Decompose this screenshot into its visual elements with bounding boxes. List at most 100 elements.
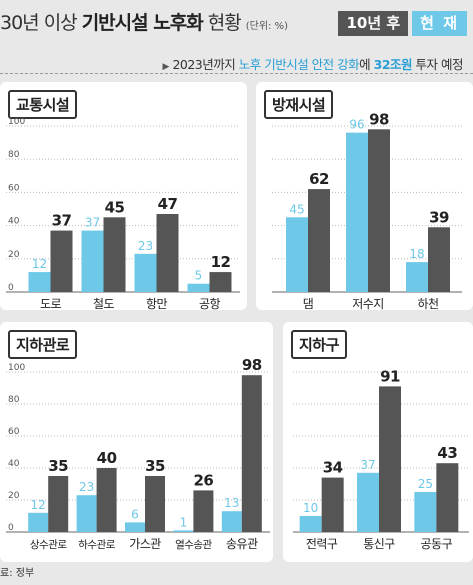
data-label-now: 23 bbox=[79, 480, 94, 494]
data-label-after: 34 bbox=[323, 459, 343, 477]
data-label-after: 43 bbox=[437, 444, 457, 462]
data-label-now: 12 bbox=[32, 257, 47, 271]
data-label-now: 5 bbox=[195, 269, 203, 283]
unit-label: (단위: %) bbox=[245, 21, 288, 32]
bar-now bbox=[76, 495, 97, 532]
bar-now bbox=[406, 262, 428, 292]
data-label-now: 37 bbox=[85, 216, 100, 230]
bar-now bbox=[346, 132, 368, 292]
data-label-now: 23 bbox=[138, 239, 153, 253]
title-part-b: 기반시설 노후화 bbox=[81, 12, 204, 34]
data-label-after: 45 bbox=[105, 198, 125, 216]
y-tick-label: 80 bbox=[8, 150, 20, 160]
category-label: 공동구 bbox=[421, 537, 453, 551]
bar-now bbox=[125, 522, 145, 532]
y-tick-label: 60 bbox=[8, 427, 20, 437]
data-label-after: 35 bbox=[145, 457, 165, 475]
data-label-now: 10 bbox=[303, 501, 318, 515]
category-label: 상수관로 bbox=[30, 539, 67, 551]
note-post: 투자 예정 bbox=[412, 57, 464, 72]
category-label: 공항 bbox=[199, 297, 221, 311]
data-label-now: 6 bbox=[131, 507, 139, 521]
y-tick-label: 20 bbox=[8, 491, 20, 501]
category-label: 열수송관 bbox=[175, 539, 212, 551]
bar-now bbox=[28, 512, 49, 532]
y-tick-label: 100 bbox=[8, 363, 25, 373]
bar-after bbox=[368, 129, 390, 292]
data-label-now: 13 bbox=[224, 496, 239, 510]
chart-transport: 0 20 40 60 80 100 12 37 도로 37 45 철도 23 47 항만 5 12 공항 bbox=[6, 117, 240, 311]
category-label: 통신구 bbox=[363, 537, 395, 551]
data-label-now: 1 bbox=[180, 515, 188, 529]
data-label-after: 26 bbox=[193, 471, 213, 489]
bar-after bbox=[48, 476, 69, 532]
legend-after: 10년 후 bbox=[338, 11, 409, 36]
title-part-a: 30년 이상 bbox=[0, 12, 82, 34]
note-highlight: 노후 기반시설 안전 강화 bbox=[238, 57, 360, 72]
bar-after bbox=[308, 189, 330, 292]
note-mid: 에 bbox=[359, 57, 374, 72]
bar-after bbox=[96, 468, 117, 532]
data-label-after: 39 bbox=[429, 208, 449, 226]
bar-now bbox=[414, 492, 437, 532]
data-label-now: 25 bbox=[418, 477, 433, 491]
bar-now bbox=[187, 283, 210, 292]
y-tick-label: 0 bbox=[8, 523, 14, 533]
y-tick-label: 40 bbox=[8, 459, 20, 469]
bar-after bbox=[428, 227, 450, 292]
bar-after bbox=[209, 272, 232, 292]
bar-now bbox=[134, 253, 157, 292]
bar-after bbox=[321, 477, 344, 532]
panel-title-transport: 교통시설 bbox=[8, 90, 78, 119]
y-tick-label: 0 bbox=[8, 283, 14, 293]
legend-now: 현 재 bbox=[412, 11, 467, 36]
bar-after bbox=[193, 490, 214, 532]
bar-after bbox=[156, 213, 179, 292]
data-label-now: 12 bbox=[31, 498, 46, 512]
category-label: 가스관 bbox=[129, 537, 161, 551]
data-label-after: 12 bbox=[211, 253, 231, 271]
data-label-now: 96 bbox=[349, 118, 364, 132]
y-tick-label: 20 bbox=[8, 250, 20, 260]
y-tick-label: 40 bbox=[8, 217, 20, 227]
category-label: 도로 bbox=[40, 297, 62, 311]
panel-disaster: 방재시설 45 62 댐 96 98 저수지 18 39 하천 bbox=[256, 82, 473, 311]
panel-underground-pipes: 지하관로 0 20 40 60 80 100 12 35 상수관로 23 40 하수관로 6 35 가스관 1… bbox=[0, 322, 273, 562]
bar-now bbox=[221, 511, 242, 532]
bar-now bbox=[173, 530, 194, 532]
title-part-c: 현황 bbox=[202, 12, 242, 34]
data-label-after: 47 bbox=[158, 195, 178, 213]
data-label-after: 98 bbox=[369, 110, 389, 128]
note-amount: 32조원 bbox=[373, 57, 413, 72]
category-label: 댐 bbox=[303, 297, 314, 311]
data-label-after: 35 bbox=[48, 457, 68, 475]
category-label: 하천 bbox=[417, 296, 438, 311]
bar-now bbox=[28, 272, 51, 292]
bar-after bbox=[436, 463, 459, 532]
category-label: 항만 bbox=[146, 297, 168, 311]
category-label: 저수지 bbox=[352, 297, 384, 311]
data-label-now: 45 bbox=[289, 202, 304, 216]
data-label-after: 98 bbox=[242, 356, 262, 374]
chart-underground-pipes: 0204060801001235상수관로2340하수관로635가스관126열수송… bbox=[6, 356, 270, 551]
chart-utility-tunnel: 10 34 전력구 37 91 통신구 25 43 공동구 bbox=[293, 367, 469, 551]
page-title: 30년 이상 기반시설 노후화 현황 (단위: %) bbox=[0, 8, 288, 35]
bar-after bbox=[241, 375, 262, 532]
category-label: 송유관 bbox=[226, 537, 258, 551]
panel-utility-tunnel: 지하구 10 34 전력구 37 91 통신구 25 43 공동구 bbox=[283, 322, 473, 562]
legend: 10년 후 현 재 bbox=[338, 11, 467, 36]
category-label: 하수관로 bbox=[78, 538, 115, 551]
bar-after bbox=[379, 386, 401, 532]
data-label-now: 37 bbox=[360, 458, 375, 472]
bar-now bbox=[299, 516, 322, 532]
divider bbox=[0, 73, 473, 74]
investment-note: ▶ 2023년까지 노후 기반시설 안전 강화에 32조원 투자 예정 bbox=[162, 54, 464, 73]
category-label: 전력구 bbox=[306, 537, 338, 551]
y-tick-label: 60 bbox=[8, 183, 20, 193]
panel-title-disaster: 방재시설 bbox=[264, 90, 334, 119]
bar-after bbox=[50, 230, 73, 292]
chart-disaster: 45 62 댐 96 98 저수지 18 39 하천 bbox=[272, 110, 462, 311]
bar-now bbox=[357, 472, 379, 532]
triangle-icon: ▶ bbox=[162, 62, 170, 72]
y-tick-label: 80 bbox=[8, 395, 20, 405]
